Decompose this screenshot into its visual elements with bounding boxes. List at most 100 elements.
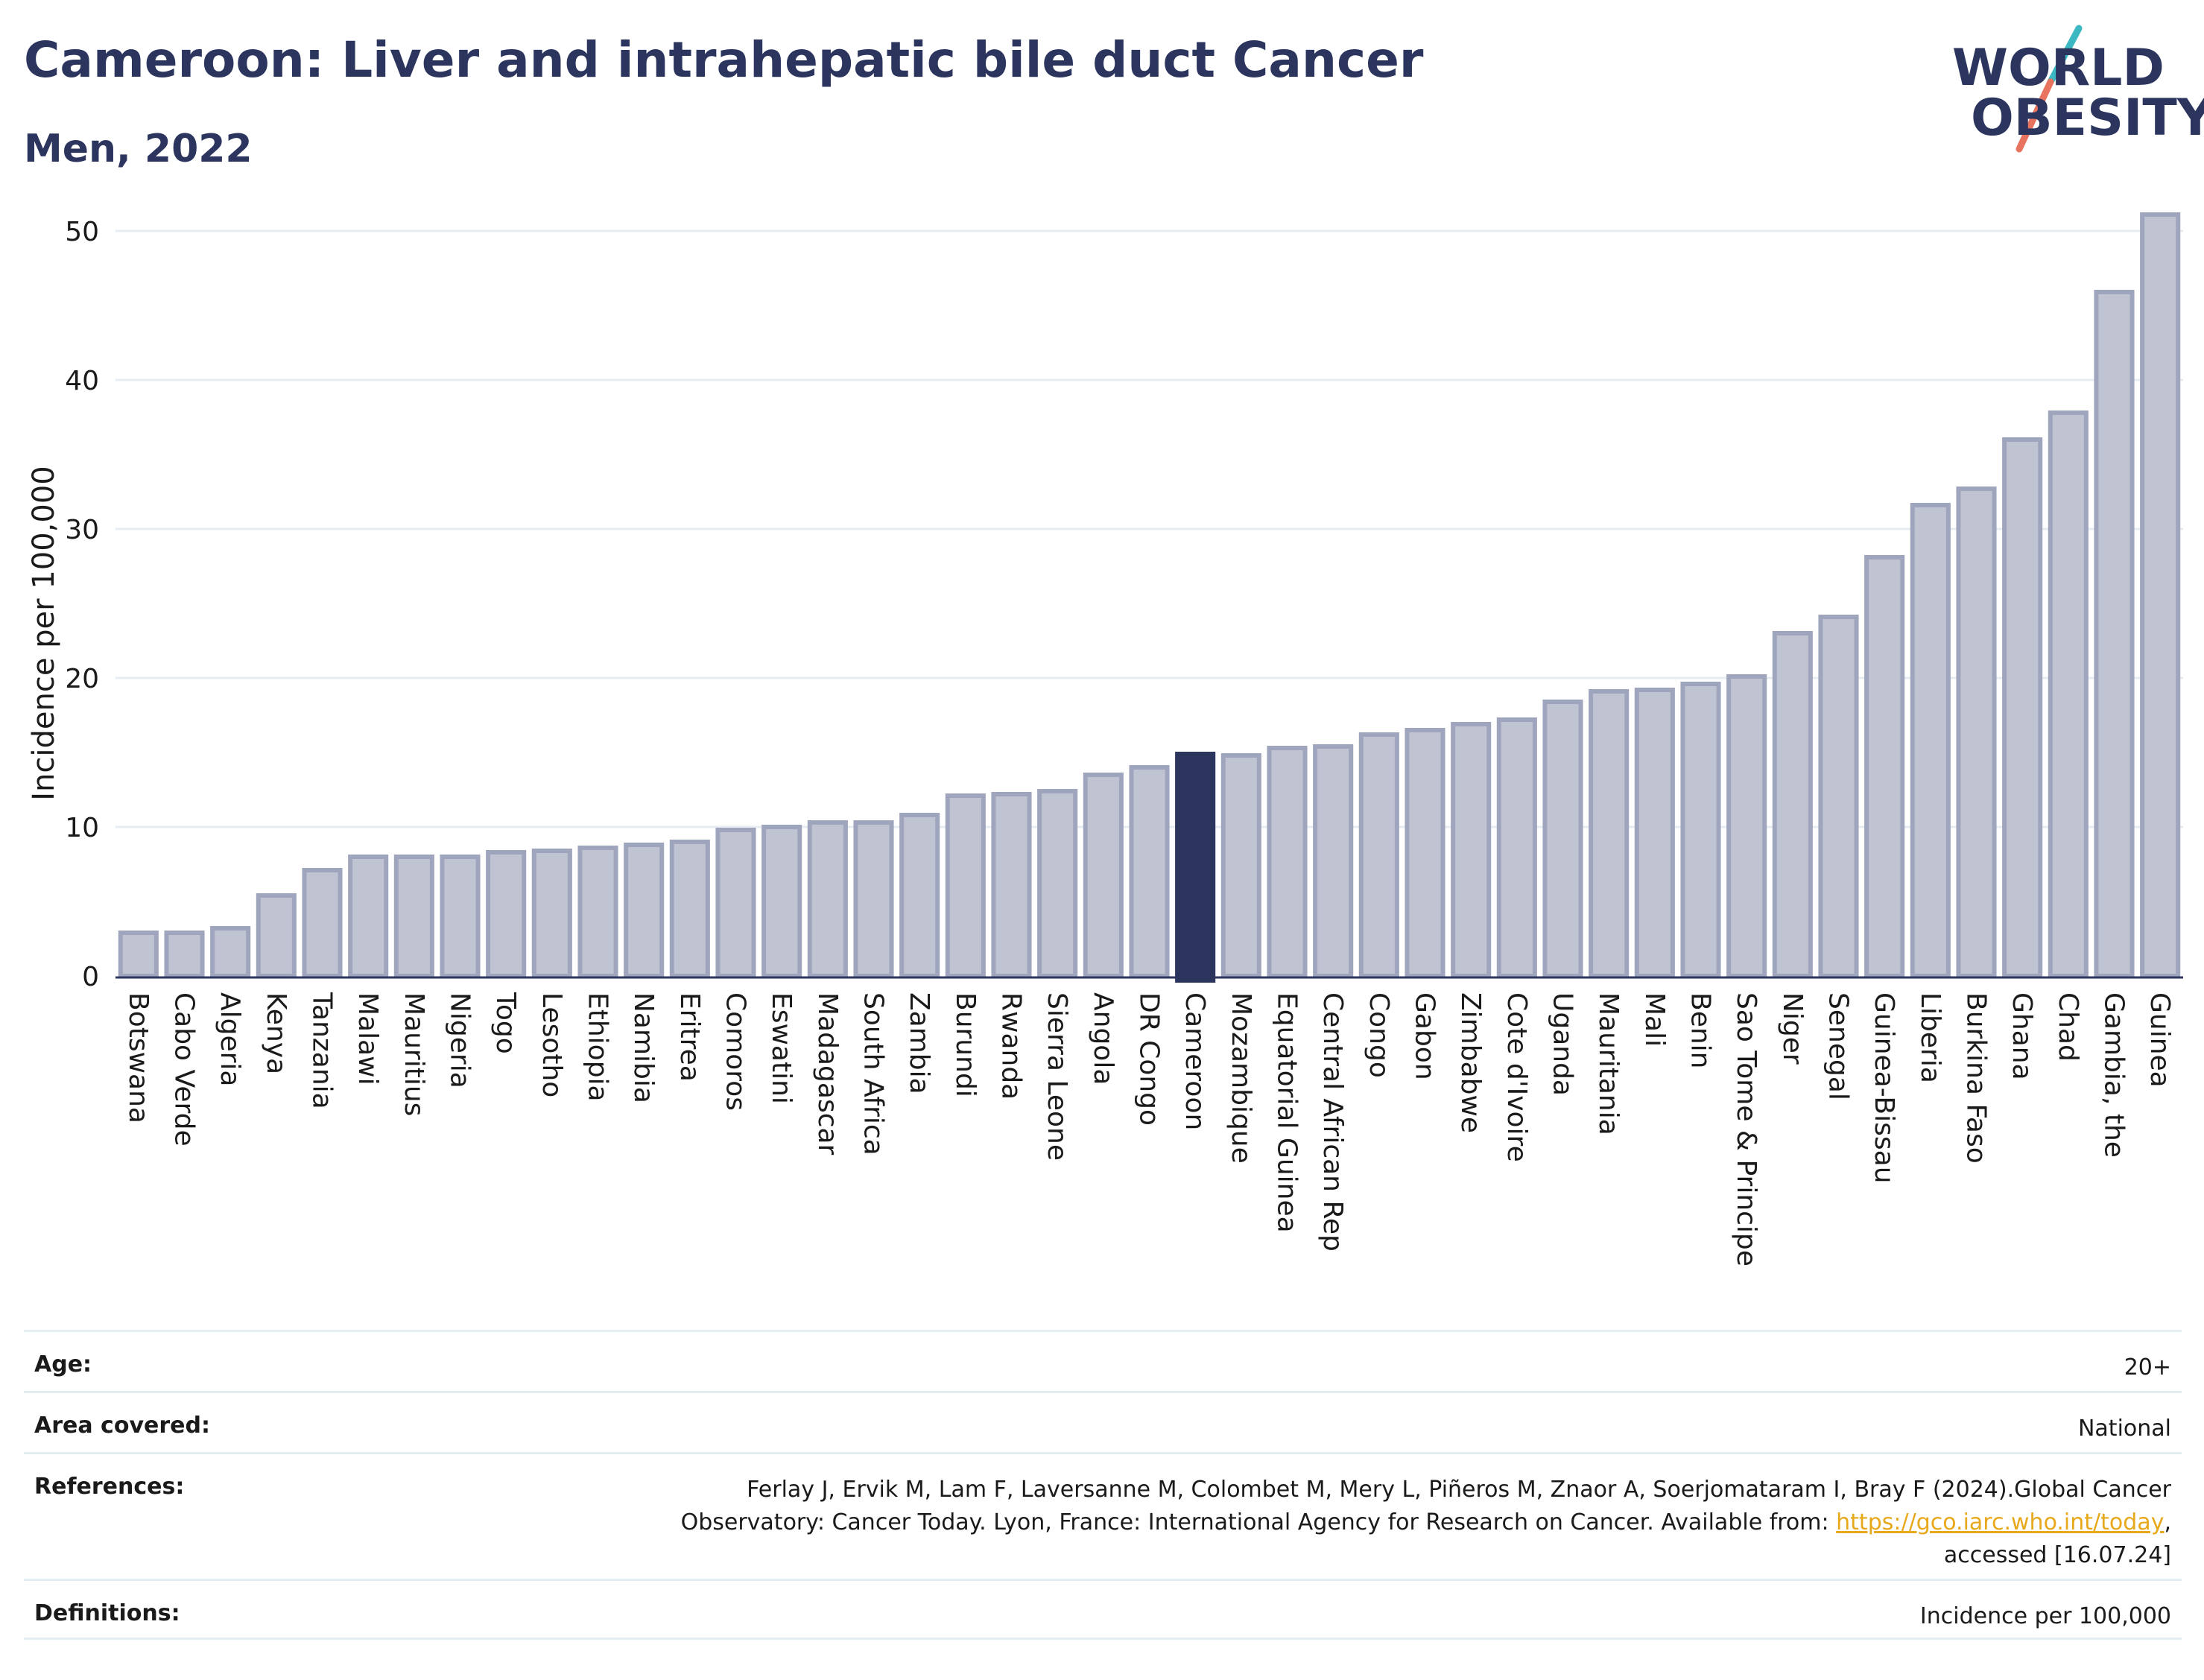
x-tick-label: Cameroon — [1179, 992, 1210, 1130]
bar — [945, 793, 986, 978]
chart-subtitle: Men, 2022 — [24, 127, 253, 171]
x-tick-label: Nigeria — [445, 992, 475, 1088]
x-tick-label: Zimbabwe — [1455, 992, 1486, 1133]
logo-word-obesity: OBESITY — [1971, 89, 2204, 148]
x-tick-label: Cabo Verde — [169, 992, 200, 1147]
bar — [1358, 732, 1399, 978]
bar — [1267, 746, 1308, 978]
bar-chart: 0 10 20 30 40 50 Botswana Cabo Verde Algeria Ken… — [27, 212, 2183, 1267]
bar — [715, 828, 756, 978]
reference-link[interactable]: https://gco.iarc.who.int/today — [1836, 1509, 2165, 1535]
y-tick-labels: 0 10 20 30 40 50 — [65, 217, 99, 992]
bars — [118, 212, 2181, 983]
x-tick-label: Burkina Faso — [1961, 992, 1992, 1164]
x-tick-label: Gambia, the — [2099, 992, 2129, 1158]
x-tick-label: Mauritania — [1593, 992, 1624, 1135]
bar — [210, 926, 251, 978]
bar — [2002, 437, 2043, 978]
x-tick-label: Gabon — [1410, 992, 1440, 1080]
bar — [1220, 753, 1261, 978]
meta-value-definitions: Incidence per 100,000 — [1919, 1603, 2171, 1629]
bar — [1634, 688, 1675, 978]
bar — [1589, 689, 1630, 978]
bar — [577, 846, 618, 978]
bar — [1405, 728, 1445, 978]
x-tick-label: Namibia — [628, 992, 659, 1103]
bar — [1313, 744, 1354, 978]
x-tick-label: Zambia — [904, 992, 934, 1094]
logo-word-world: WORLD — [1952, 39, 2165, 98]
x-tick-label: Ethiopia — [583, 992, 613, 1102]
bar — [256, 893, 297, 978]
meta-value-area: National — [2077, 1416, 2171, 1442]
meta-key-references: References: — [34, 1474, 185, 1500]
bar — [1772, 631, 1813, 978]
meta-key-definitions: Definitions: — [34, 1600, 180, 1626]
bar — [393, 855, 434, 978]
bar — [164, 931, 205, 978]
bar — [531, 849, 572, 978]
bar — [2140, 212, 2181, 978]
bar — [1083, 773, 1124, 978]
bar — [1680, 682, 1721, 978]
x-tick-label: Chad — [2053, 992, 2083, 1062]
x-tick-label: Madagascar — [812, 992, 843, 1156]
bar — [2094, 290, 2135, 978]
y-tick-label: 0 — [82, 962, 99, 992]
y-tick-label: 30 — [65, 515, 99, 545]
meta-row-references: References: Ferlay J, Ervik M, Lam F, La… — [24, 1452, 2182, 1579]
bar — [899, 813, 940, 978]
x-tick-label: Mauritius — [399, 992, 429, 1116]
x-tick-label: Comoros — [721, 992, 751, 1111]
reference-line-2: Observatory: Cancer Today. Lyon, France:… — [680, 1509, 1837, 1535]
bar — [1129, 765, 1170, 978]
bar — [1726, 674, 1767, 978]
x-tick-label: Rwanda — [996, 992, 1027, 1100]
x-tick-label: Mozambique — [1226, 992, 1256, 1164]
meta-row-area: Area covered: National — [24, 1391, 2182, 1452]
y-tick-label: 50 — [65, 217, 99, 247]
bar — [486, 850, 527, 978]
x-tick-label: Guinea — [2144, 992, 2175, 1088]
bar — [1451, 722, 1492, 978]
x-tick-label: Liberia — [1915, 992, 1945, 1083]
y-tick-label: 10 — [65, 813, 99, 843]
bar — [2048, 411, 2089, 978]
bar — [991, 792, 1032, 978]
reference-line-1: Ferlay J, Ervik M, Lam F, Laversanne M, … — [747, 1477, 2171, 1503]
x-tick-label: Botswana — [123, 992, 153, 1123]
bar — [761, 825, 802, 978]
x-tick-labels: Botswana Cabo Verde Algeria Kenya Tanzania Ma… — [123, 992, 2175, 1267]
x-tick-label: Benin — [1685, 992, 1716, 1068]
bar — [1910, 503, 1951, 978]
meta-row-age: Age: 20+ — [24, 1330, 2182, 1391]
y-axis-label: Incidence per 100,000 — [27, 466, 61, 801]
bar — [1818, 615, 1859, 978]
bar — [1037, 789, 1078, 978]
chart-title: Cameroon: Liver and intrahepatic bile du… — [24, 31, 1424, 89]
y-tick-label: 40 — [65, 366, 99, 396]
x-tick-label: Burundi — [950, 992, 981, 1097]
x-tick-label: Uganda — [1548, 992, 1578, 1096]
metadata-table: Age: 20+ Area covered: National Referenc… — [24, 1330, 2182, 1640]
x-tick-label: Eswatini — [766, 992, 797, 1104]
bar — [624, 843, 665, 978]
y-tick-label: 20 — [65, 664, 99, 694]
x-tick-label: Tanzania — [307, 992, 338, 1109]
x-tick-label: Central African Rep — [1317, 992, 1348, 1252]
bar — [302, 868, 343, 978]
bar — [807, 820, 848, 978]
meta-value-references: Ferlay J, Ervik M, Lam F, Laversanne M, … — [681, 1474, 2171, 1579]
meta-value-age: 20+ — [2124, 1354, 2171, 1381]
x-tick-label: Lesotho — [536, 992, 567, 1097]
meta-key-area: Area covered: — [34, 1413, 210, 1439]
x-tick-label: Togo — [490, 992, 521, 1054]
meta-key-age: Age: — [34, 1351, 92, 1378]
bar — [853, 820, 894, 978]
bar — [348, 855, 389, 978]
meta-row-definitions: Definitions: Incidence per 100,000 — [24, 1579, 2182, 1640]
x-tick-label: Guinea-Bissau — [1869, 992, 1899, 1184]
bar — [118, 931, 159, 978]
x-tick-label: Kenya — [261, 992, 291, 1074]
logo-slash-icon — [2015, 25, 2083, 153]
